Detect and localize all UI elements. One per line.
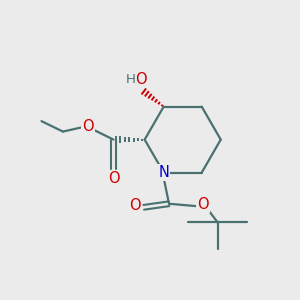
Text: O: O — [197, 197, 209, 212]
Text: O: O — [135, 71, 147, 86]
Text: H: H — [126, 73, 136, 85]
Text: N: N — [158, 165, 169, 180]
Text: O: O — [82, 119, 94, 134]
Text: O: O — [108, 171, 119, 186]
Text: O: O — [130, 198, 141, 213]
